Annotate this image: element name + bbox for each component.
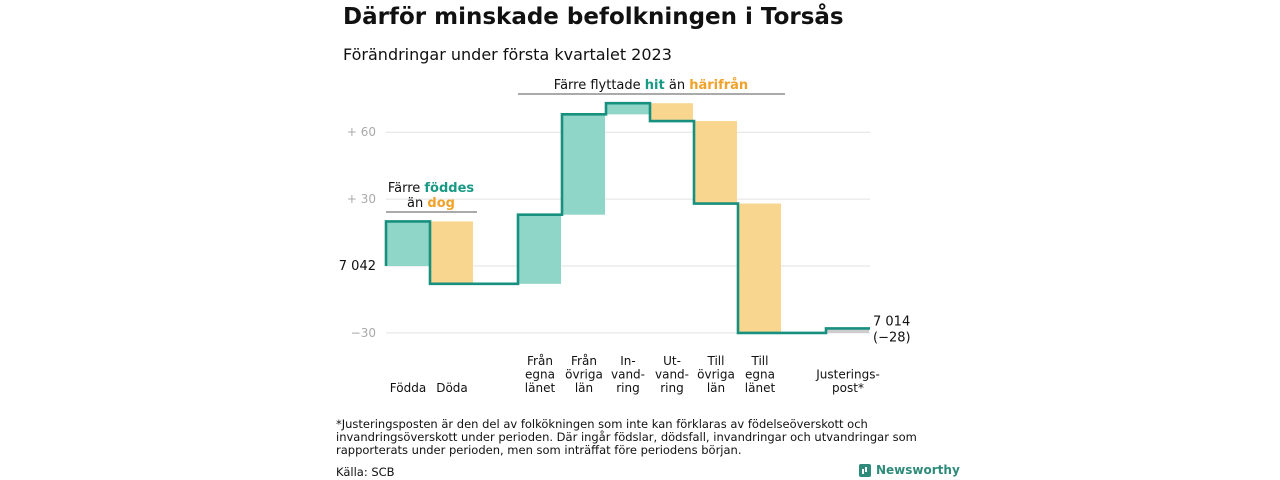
bar-3 [519, 214, 561, 284]
annotation-births-deaths: Färre föddes [388, 181, 475, 196]
chart-title: Därför minskade befolkningen i Torsås [343, 4, 844, 30]
bar-1 [431, 221, 473, 284]
end-change-label: (−28) [873, 330, 911, 345]
bar-4 [563, 114, 605, 215]
chart-subtitle: Förändringar under första kvartalet 2023 [343, 45, 672, 64]
category-label: In-vand-ring [611, 354, 645, 395]
bar-0 [387, 221, 429, 266]
bar-7 [695, 121, 737, 204]
end-value-label: 7 014 [873, 314, 910, 329]
y-tick-label: −30 [351, 326, 376, 340]
y-tick-label: + 60 [347, 125, 376, 139]
annotation-migration: Färre flyttade hit än härifrån [554, 78, 748, 93]
brand-name: Newsworthy [876, 463, 960, 477]
start-value-label: 7 042 [339, 259, 376, 274]
bar-5 [607, 103, 649, 115]
bar-10 [827, 328, 869, 333]
category-label: Till egna länet [745, 354, 776, 395]
category-label: Från egna länet [525, 354, 556, 395]
category-label: Från övriga län [565, 354, 603, 395]
y-tick-label: + 30 [347, 192, 376, 206]
waterfall-chart: + 60 + 30 −30 7 042 Födda Döda Från egna länet Fr… [339, 78, 911, 396]
source-note: Källa: SCB [336, 465, 395, 479]
bar-8 [739, 203, 781, 333]
cumulative-step-line [384, 101, 870, 335]
annotation-births-deaths: än dog [407, 196, 455, 211]
footnote: *Justeringsposten är den del av folkökni… [336, 417, 917, 457]
category-label: Till övriga län [697, 354, 735, 395]
newsworthy-icon [859, 463, 871, 477]
brand-logo: Newsworthy [859, 463, 960, 477]
category-label: Födda [390, 381, 426, 395]
category-label: Döda [436, 381, 468, 395]
category-label: Justerings-post* [815, 368, 880, 396]
category-label: Ut-vand-ring [655, 354, 689, 395]
bar-6 [651, 103, 693, 122]
